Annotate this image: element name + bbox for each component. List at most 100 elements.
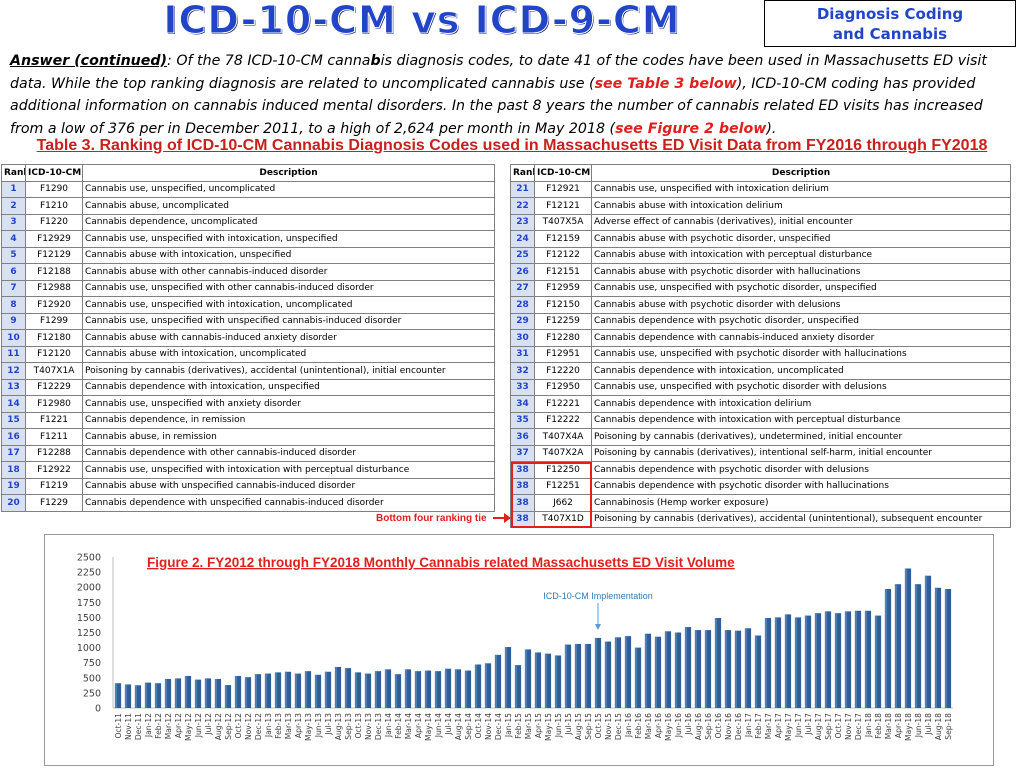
bar [544, 653, 552, 708]
bar [474, 664, 482, 708]
bar [724, 630, 732, 708]
table-row: 9 F1299 Cannabis use, unspecified with uns… [1, 312, 495, 330]
bar [554, 655, 562, 708]
bar [344, 668, 352, 708]
y-tick-label: 1750 [77, 598, 101, 609]
x-tick-label: Dec-12 [254, 713, 263, 740]
table-row: 19 F1219 Cannabis abuse with unspecified c… [1, 477, 495, 495]
description-cell: Cannabis dependence with other cannabis-… [82, 444, 495, 462]
bar-highlight [924, 575, 928, 708]
description-cell: Cannabis use, unspecified with psychotic… [591, 345, 1011, 363]
x-tick-label: Jun-15 [554, 713, 563, 738]
code-cell: F1221 [25, 411, 83, 429]
bar [614, 637, 622, 708]
x-tick-label: Sep-15 [584, 713, 593, 740]
col-header-code: ICD-10-CM [534, 164, 592, 182]
table-row: 16 F1211 Cannabis abuse, in remission [1, 428, 495, 446]
x-tick-label: Aug-18 [934, 713, 943, 740]
bar [844, 611, 852, 708]
table-row: 14 F12980 Cannabis use, unspecified with a… [1, 395, 495, 413]
bar [924, 575, 932, 708]
bar [424, 670, 432, 708]
description-cell: Poisoning by cannabis (derivatives), acc… [82, 362, 495, 380]
description-cell: Cannabis use, unspecified with intoxicat… [82, 230, 495, 248]
x-tick-label: Nov-16 [724, 713, 733, 740]
bar-highlight [474, 664, 478, 708]
bar [854, 610, 862, 708]
bar-highlight [414, 671, 418, 708]
code-cell: T407X2A [534, 444, 592, 462]
rank-cell: 20 [1, 494, 26, 512]
bar-highlight [464, 670, 468, 708]
bar [604, 641, 612, 708]
x-tick-label: Feb-15 [514, 713, 523, 739]
bar [114, 683, 122, 708]
code-cell: F12180 [25, 329, 83, 347]
bar [814, 613, 822, 708]
rank-cell: 8 [1, 296, 26, 314]
table-row: 30 F12280 Cannabis dependence with cannabi… [510, 329, 1011, 347]
x-tick-label: Oct-16 [714, 713, 723, 739]
description-cell: Poisoning by cannabis (derivatives), und… [591, 428, 1011, 446]
x-tick-label: Apr-14 [414, 713, 423, 738]
bar [594, 637, 602, 708]
description-cell: Cannabis dependence with unspecified can… [82, 494, 495, 512]
col-header-rank: Rank [510, 164, 535, 182]
table-row: 17 F12288 Cannabis dependence with other c… [1, 444, 495, 462]
see-figure-link[interactable]: see Figure 2 below [615, 120, 767, 137]
bar-highlight [724, 630, 728, 708]
x-tick-label: Aug-14 [454, 713, 463, 740]
description-cell: Cannabis dependence, in remission [82, 411, 495, 429]
col-header-rank: Rank [1, 164, 26, 182]
bar [504, 646, 512, 708]
code-cell: F1299 [25, 312, 83, 330]
description-cell: Cannabis use, unspecified with unspecifi… [82, 312, 495, 330]
bar-highlight [734, 630, 738, 708]
bar-highlight [354, 672, 358, 708]
y-tick-label: 0 [95, 704, 101, 715]
see-table-link[interactable]: see Table 3 below [594, 75, 737, 92]
code-cell: F12280 [534, 329, 592, 347]
bar-highlight [154, 683, 158, 708]
x-tick-label: Dec-16 [734, 713, 743, 740]
x-tick-label: Jun-17 [794, 713, 803, 738]
x-tick-label: Dec-14 [494, 713, 503, 740]
bar-highlight [784, 614, 788, 708]
table-row: 34 F12221 Cannabis dependence with intoxic… [510, 395, 1011, 413]
bar [184, 675, 192, 708]
description-cell: Cannabis use, unspecified with intoxicat… [82, 296, 495, 314]
rank-cell: 17 [1, 444, 26, 462]
description-cell: Cannabis use, unspecified with intoxicat… [82, 461, 495, 479]
rank-cell: 25 [510, 246, 535, 264]
bar [944, 589, 952, 708]
bar [714, 618, 722, 708]
bar-highlight [174, 678, 178, 708]
rank-cell: 24 [510, 230, 535, 248]
bar-highlight [844, 611, 848, 708]
code-cell: F12988 [25, 279, 83, 297]
x-tick-label: Aug-16 [694, 713, 703, 740]
description-cell: Cannabis use, unspecified with psychotic… [591, 279, 1011, 297]
x-tick-label: Jul-13 [324, 713, 333, 736]
x-tick-label: Oct-14 [474, 713, 483, 739]
bar-highlight [384, 669, 388, 708]
description-cell: Poisoning by cannabis (derivatives), int… [591, 444, 1011, 462]
table-row: 24 F12159 Cannabis abuse with psychotic di… [510, 230, 1011, 248]
bar-highlight [284, 671, 288, 708]
bar [764, 618, 772, 708]
x-tick-label: Apr-16 [654, 713, 663, 738]
bar [124, 684, 132, 708]
bar-highlight [454, 669, 458, 708]
x-tick-label: Mar-17 [764, 713, 773, 739]
x-tick-label: Oct-12 [234, 713, 243, 739]
bar-highlight [254, 674, 258, 708]
code-cell: F12259 [534, 312, 592, 330]
description-cell: Cannabis use, unspecified with psychotic… [591, 378, 1011, 396]
bar-highlight [764, 618, 768, 708]
bar-highlight [264, 673, 268, 708]
rank-cell: 27 [510, 279, 535, 297]
x-tick-label: Jan-15 [504, 713, 513, 738]
tie-note: Bottom four ranking tie [376, 513, 487, 524]
x-tick-label: Nov-12 [244, 713, 253, 740]
bar-highlight [554, 655, 558, 708]
